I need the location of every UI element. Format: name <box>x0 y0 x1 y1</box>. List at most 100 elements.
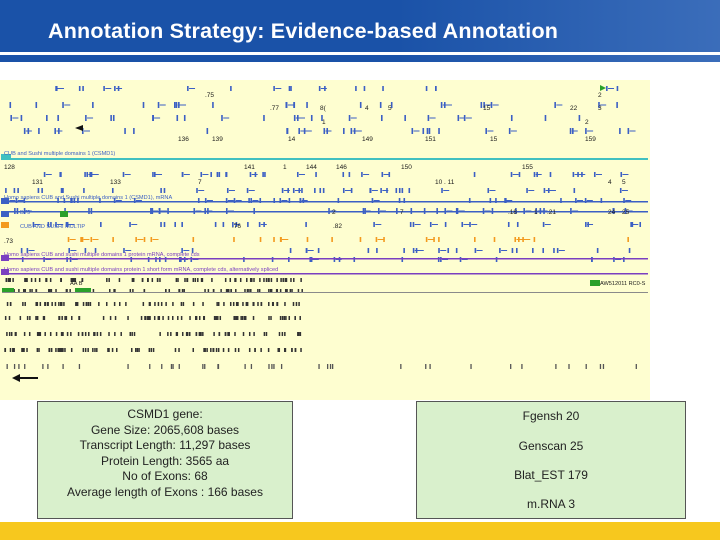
feature-tick <box>279 237 282 242</box>
feature-tick <box>48 289 50 293</box>
feature-tick <box>76 302 79 306</box>
feature-tick <box>35 289 38 293</box>
feature-tick <box>192 237 195 242</box>
feature-tick <box>13 348 15 352</box>
feature-arrow <box>275 88 282 89</box>
feature-tick <box>533 172 536 177</box>
feature-tick <box>150 237 153 242</box>
feature-tick <box>253 332 255 336</box>
feature-tick <box>246 188 249 193</box>
feature-tick <box>219 316 222 320</box>
feature-tick <box>162 316 164 320</box>
feature-tick <box>67 237 70 242</box>
feature-arrow <box>228 190 235 191</box>
feature-tick <box>606 86 608 91</box>
feature-tick <box>186 332 189 336</box>
genome-browser-view[interactable]: .75 2.77 8(4 5 15 22 3 1 2 136 139 14 149 151 15 159 141… <box>0 80 650 400</box>
feature-tick <box>153 316 156 320</box>
feature-tick <box>60 172 62 177</box>
purple-feature <box>1 269 9 275</box>
feature-tick <box>141 278 144 282</box>
feature-tick <box>438 237 440 242</box>
feature-tick <box>228 332 230 336</box>
track-label: Homo sapiens CUB and sushi multiple doma… <box>4 267 278 273</box>
feature-tick <box>212 348 215 352</box>
track-line <box>2 273 648 275</box>
feature-tick <box>191 248 194 253</box>
feature-tick <box>163 188 166 193</box>
feature-tick <box>429 222 432 227</box>
feature-tick <box>19 316 22 320</box>
feature-tick <box>204 198 207 203</box>
feature-tick <box>181 172 184 177</box>
feature-tick <box>82 348 85 352</box>
feature-tick <box>572 172 575 177</box>
feature-tick <box>212 289 215 293</box>
feature-tick <box>55 289 57 293</box>
feature-tick <box>68 248 71 253</box>
feature-arrow <box>154 174 161 175</box>
feature-tick <box>265 278 268 282</box>
feature-tick <box>210 172 212 177</box>
position-label: 149 <box>362 136 373 143</box>
feature-tick <box>180 302 183 306</box>
feature-tick <box>326 128 329 134</box>
feature-tick <box>7 278 9 282</box>
feature-tick <box>599 364 602 369</box>
feature-tick <box>569 128 572 134</box>
feature-tick <box>342 188 345 193</box>
feature-tick <box>84 332 87 336</box>
feature-arrow <box>124 174 131 175</box>
feature-arrow <box>377 239 384 240</box>
feature-tick <box>329 364 332 369</box>
feature-tick <box>215 348 218 352</box>
feature-tick <box>55 348 57 352</box>
feature-tick <box>85 115 87 121</box>
feature-tick <box>6 302 9 306</box>
feature-arrow <box>625 200 632 201</box>
feature-tick <box>380 188 382 193</box>
feature-tick <box>278 332 281 336</box>
feature-tick <box>542 248 545 253</box>
feature-arrow <box>12 117 19 119</box>
track-line <box>2 258 648 260</box>
position-label: 139 <box>212 136 223 143</box>
position-label: 2 <box>598 92 602 99</box>
feature-tick <box>234 332 236 336</box>
feature-tick <box>555 364 557 369</box>
feature-tick <box>154 302 156 306</box>
feature-tick <box>281 316 284 320</box>
feature-tick <box>288 86 291 91</box>
feature-tick <box>248 332 251 336</box>
feature-tick <box>114 289 116 293</box>
feature-tick <box>81 278 84 282</box>
feature-tick <box>214 222 217 227</box>
feature-tick <box>189 316 191 320</box>
feature-tick <box>427 115 430 121</box>
feature-tick <box>127 364 129 369</box>
track-label: CUB and Sushi multiple domains 1 (CSMD1) <box>4 151 115 157</box>
feature-tick <box>434 86 437 91</box>
feature-tick <box>204 289 206 293</box>
feature-tick <box>275 289 278 293</box>
feature-tick <box>303 128 306 134</box>
track-label: Homo sapiens CUB and sushi multiple doma… <box>4 252 200 258</box>
feature-arrow <box>549 190 556 191</box>
feature-arrow <box>417 250 424 251</box>
feature-arrow <box>471 224 478 225</box>
feature-arrow <box>535 174 542 175</box>
feature-arrow <box>223 117 230 119</box>
feature-tick <box>81 128 84 134</box>
feature-tick <box>260 302 263 306</box>
feature-tick <box>165 289 167 293</box>
evidence-item: m.RNA 3 <box>526 497 575 511</box>
track-line <box>2 201 648 203</box>
feature-tick <box>184 278 186 282</box>
feature-arrow <box>45 174 52 175</box>
feature-tick <box>129 289 132 293</box>
feature-tick <box>207 289 210 293</box>
footer-bar <box>0 522 720 540</box>
feature-arrow <box>355 130 362 132</box>
feature-tick <box>23 348 25 352</box>
feature-tick <box>220 289 222 293</box>
